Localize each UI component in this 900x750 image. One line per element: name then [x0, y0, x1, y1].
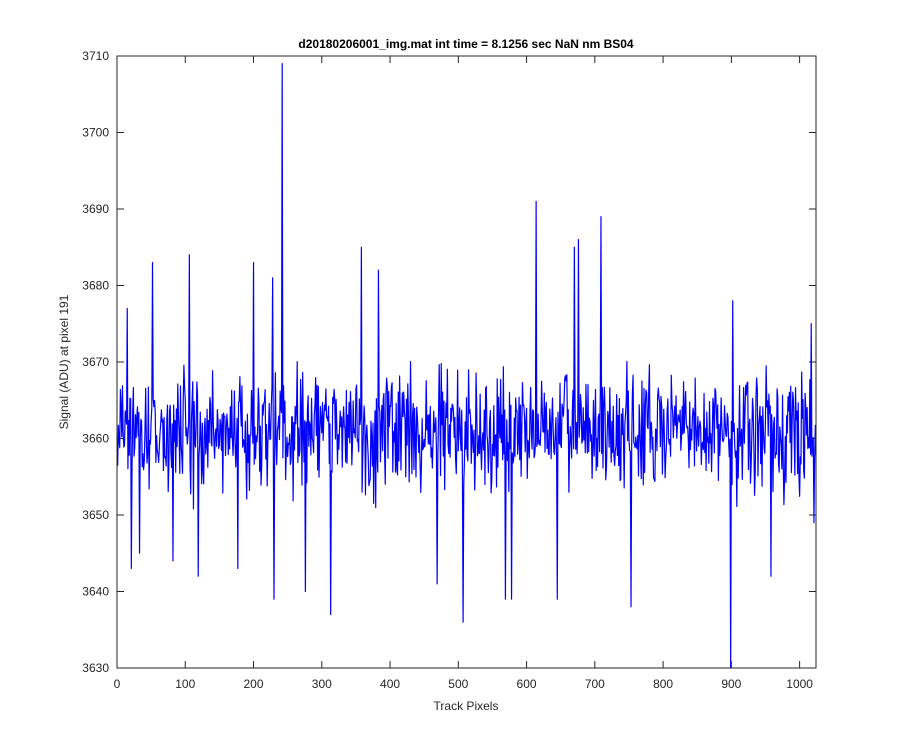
axis-ticks	[116, 55, 816, 669]
y-tick-label: 3630	[82, 661, 109, 675]
plot-area	[117, 56, 816, 668]
y-tick-label: 3660	[82, 432, 109, 446]
y-tick-label: 3650	[82, 508, 109, 522]
x-tick-label: 0	[114, 677, 121, 691]
y-tick-label: 3710	[82, 49, 109, 63]
x-tick-label: 600	[517, 677, 537, 691]
chart-title: d20180206001_img.mat int time = 8.1256 s…	[298, 37, 634, 51]
x-tick-label: 1000	[786, 677, 813, 691]
x-tick-label: 300	[312, 677, 332, 691]
y-tick-label: 3670	[82, 355, 109, 369]
tick-labels: 0 100 200 300 400 500 600 700 800 900 1000 3630 3640…	[82, 49, 813, 691]
y-tick-label: 3690	[82, 202, 109, 216]
axes-box	[116, 55, 817, 669]
x-tick-label: 500	[448, 677, 468, 691]
y-tick-label: 3640	[82, 585, 109, 599]
x-tick-label: 200	[244, 677, 264, 691]
y-axis-label: Signal (ADU) at pixel 191	[57, 294, 71, 429]
y-tick-label: 3680	[82, 279, 109, 293]
x-tick-label: 400	[380, 677, 400, 691]
x-tick-label: 900	[721, 677, 741, 691]
x-tick-label: 700	[585, 677, 605, 691]
x-tick-label: 100	[175, 677, 195, 691]
x-tick-label: 800	[653, 677, 673, 691]
x-axis-label: Track Pixels	[434, 699, 499, 713]
y-tick-label: 3700	[82, 126, 109, 140]
signal-series-line	[117, 63, 816, 668]
